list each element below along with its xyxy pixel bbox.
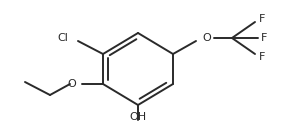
Text: F: F [261, 33, 267, 43]
Text: Cl: Cl [57, 33, 68, 43]
Text: O: O [202, 33, 211, 43]
Text: O: O [67, 79, 76, 89]
Text: F: F [259, 14, 265, 24]
Text: F: F [259, 52, 265, 62]
Text: OH: OH [129, 112, 147, 122]
